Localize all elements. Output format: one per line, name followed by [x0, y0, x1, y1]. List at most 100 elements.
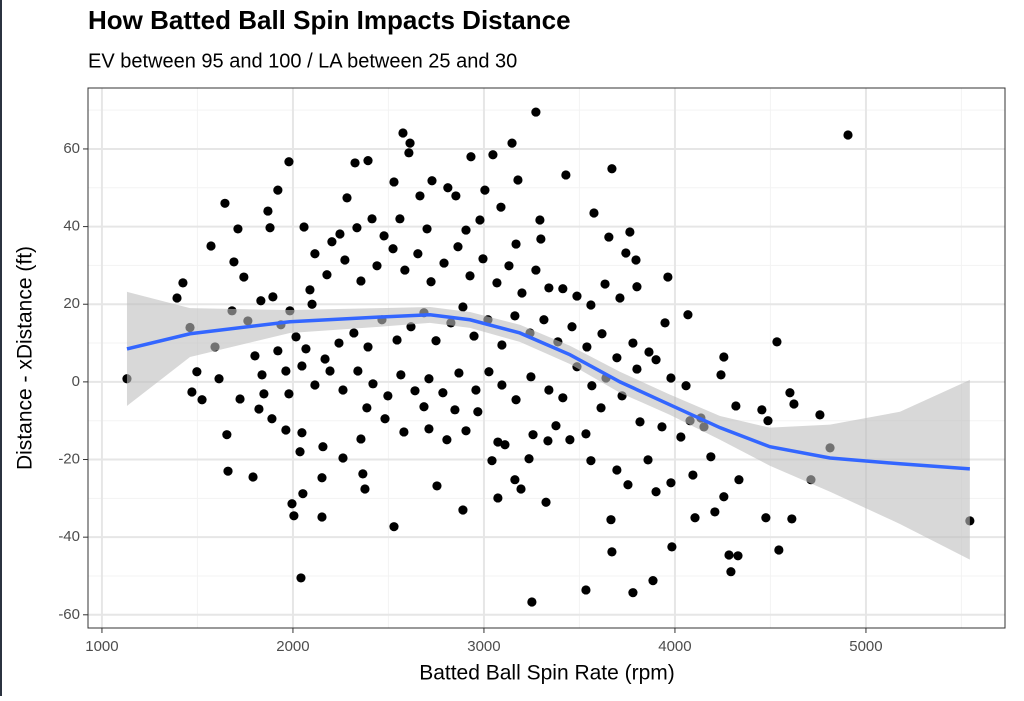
point — [565, 435, 575, 445]
point — [526, 372, 536, 382]
point — [392, 335, 402, 345]
point — [257, 370, 267, 380]
point — [535, 215, 545, 225]
point — [380, 414, 390, 424]
point — [178, 278, 188, 288]
y-tick-label: 40 — [63, 218, 80, 235]
point — [379, 231, 389, 241]
point — [517, 288, 527, 298]
point — [367, 214, 377, 224]
point — [317, 473, 327, 483]
point — [443, 183, 453, 193]
point — [438, 388, 448, 398]
point — [458, 505, 468, 515]
point — [536, 234, 546, 244]
point — [248, 472, 258, 482]
point — [632, 364, 642, 374]
point — [789, 399, 799, 409]
point — [450, 405, 460, 415]
y-axis-label: Distance - xDistance (ft) — [14, 246, 37, 470]
point — [349, 328, 359, 338]
point — [353, 366, 363, 376]
point — [350, 158, 360, 168]
point — [480, 185, 490, 195]
point — [352, 223, 362, 233]
y-tick-label: 60 — [63, 140, 80, 157]
point — [724, 550, 734, 560]
point — [600, 279, 610, 289]
chart-subtitle: EV between 95 and 100 / LA between 25 an… — [88, 50, 517, 72]
point — [273, 346, 283, 356]
point — [295, 447, 305, 457]
point — [582, 342, 592, 352]
x-tick-label: 5000 — [849, 638, 882, 655]
point — [719, 352, 729, 362]
point — [558, 393, 568, 403]
point — [657, 422, 667, 432]
point — [774, 545, 784, 555]
point — [643, 455, 653, 465]
point — [442, 435, 452, 445]
point — [513, 175, 523, 185]
point — [586, 456, 596, 466]
point — [451, 191, 461, 201]
point — [469, 331, 479, 341]
point — [510, 475, 520, 485]
point — [338, 385, 348, 395]
point — [493, 437, 503, 447]
point — [567, 322, 577, 332]
point — [222, 430, 232, 440]
point — [719, 492, 729, 502]
point — [726, 567, 736, 577]
point — [551, 421, 561, 431]
point — [362, 403, 372, 413]
x-tick-label: 2000 — [276, 638, 309, 655]
point — [589, 208, 599, 218]
point — [651, 487, 661, 497]
point — [322, 270, 332, 280]
point — [644, 347, 654, 357]
point — [415, 191, 425, 201]
point — [268, 292, 278, 302]
point — [772, 337, 782, 347]
point — [628, 588, 638, 598]
point — [413, 249, 423, 259]
point — [363, 342, 373, 352]
point — [400, 265, 410, 275]
point — [342, 193, 352, 203]
point — [363, 155, 373, 166]
point — [628, 338, 638, 348]
point — [439, 258, 449, 268]
point — [250, 351, 260, 361]
point — [683, 310, 693, 320]
point — [623, 480, 633, 490]
y-tick-label: -20 — [58, 450, 80, 467]
point — [511, 239, 521, 249]
point — [338, 453, 348, 463]
point — [223, 466, 233, 476]
point — [607, 547, 617, 557]
point — [615, 293, 625, 303]
point — [516, 484, 526, 494]
point — [320, 354, 330, 364]
window-edge — [0, 0, 2, 696]
y-tick-label: 20 — [63, 295, 80, 312]
point — [651, 355, 661, 365]
point — [473, 407, 483, 417]
point — [432, 481, 442, 491]
point — [281, 425, 291, 435]
point — [604, 232, 614, 242]
point — [504, 261, 514, 271]
point — [621, 248, 631, 258]
smooth-line — [126, 312, 970, 471]
point — [388, 244, 398, 254]
point — [561, 170, 571, 180]
point — [543, 436, 553, 446]
point — [360, 484, 370, 494]
x-axis-label: Batted Ball Spin Rate (rpm) — [419, 662, 675, 685]
point — [492, 278, 502, 288]
point — [528, 430, 538, 440]
point — [478, 254, 488, 264]
point — [544, 283, 554, 293]
